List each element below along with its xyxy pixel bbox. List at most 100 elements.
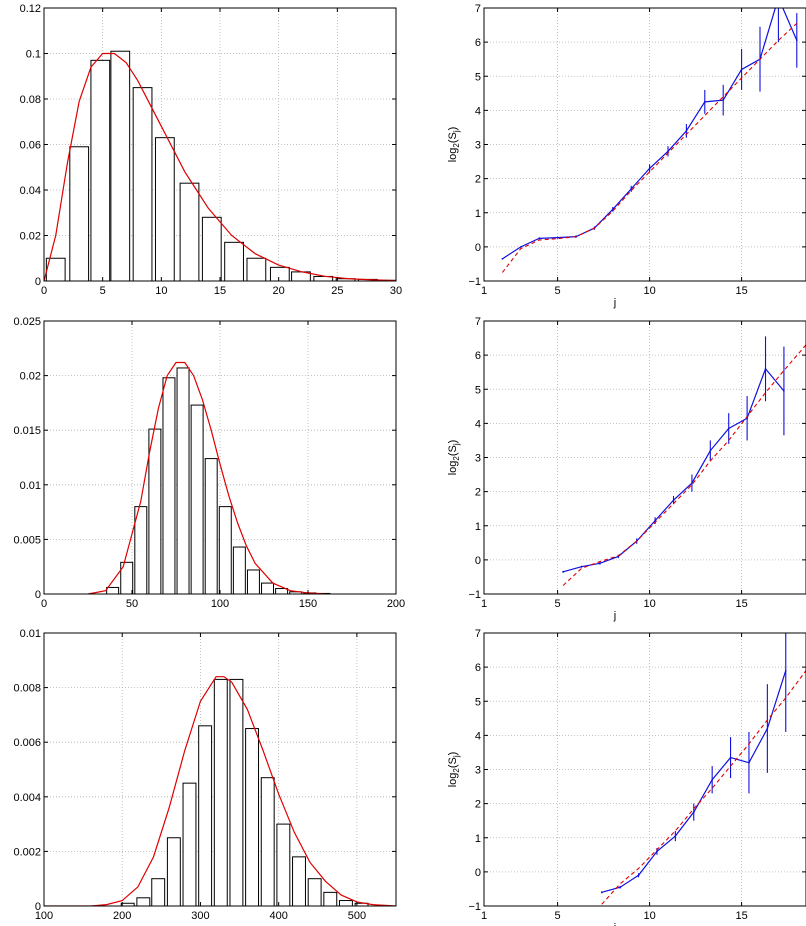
y-axis-label: log2(Sj) xyxy=(447,752,461,788)
x-tick-label: 500 xyxy=(348,910,366,922)
y-axis-label-base: log xyxy=(447,773,459,788)
histogram-bar xyxy=(204,458,218,594)
y-tick-label: 4 xyxy=(475,418,481,430)
y-tick-label: 0 xyxy=(475,867,481,879)
y-tick-label: 3 xyxy=(475,765,481,777)
x-tick-label: 15 xyxy=(214,285,226,297)
x-tick-label: 5 xyxy=(100,285,106,297)
x-tick-label: 20 xyxy=(273,285,285,297)
data-point xyxy=(520,246,522,248)
x-tick-label: 25 xyxy=(331,285,343,297)
x-tick-label: 100 xyxy=(35,910,53,922)
histogram-bar xyxy=(246,257,267,281)
y-tick-label: 0 xyxy=(35,901,41,913)
y-tick-label: 2 xyxy=(475,487,481,499)
histogram-bar xyxy=(198,725,213,906)
y-tick-label: 7 xyxy=(475,3,481,15)
panel-histogram-row3: 100 200 300 400 500 0 0.002 0.004 0.006 0.008 0.01 xyxy=(13,628,397,922)
x-tick-label: 5 xyxy=(555,598,561,610)
data-point xyxy=(796,39,798,42)
y-tick-label: 5 xyxy=(475,71,481,83)
data-point xyxy=(722,99,724,101)
y-tick-label: 7 xyxy=(475,628,481,640)
histogram-bar xyxy=(232,546,246,594)
x-tick-label: 1 xyxy=(481,285,487,297)
y-tick-label: 6 xyxy=(475,662,481,674)
x-tick-label: 300 xyxy=(191,910,209,922)
y-tick-label: 0.08 xyxy=(20,94,41,106)
data-point xyxy=(599,562,601,565)
y-tick-label: 0.025 xyxy=(13,316,41,328)
data-point xyxy=(711,778,713,781)
plot-area xyxy=(87,361,331,594)
data-point xyxy=(637,874,640,877)
panel-histogram-row1: 0 5 10 15 20 25 30 0 0.02 0.04 0.06 0.08 0.1 0.12 xyxy=(20,3,403,297)
y-tick-label: 2 xyxy=(475,174,481,186)
x-tick-label: 15 xyxy=(735,598,747,610)
y-axis-label-base: log xyxy=(447,148,459,163)
y-axis-label-open: (S xyxy=(447,132,459,143)
y-axis-label-base-sub: 2 xyxy=(452,456,461,461)
data-point xyxy=(709,449,712,452)
histogram-bar xyxy=(136,897,151,906)
x-tick-label: 200 xyxy=(113,910,131,922)
histogram-bar xyxy=(245,728,260,906)
data-point xyxy=(501,258,504,260)
x-tick-label: 1 xyxy=(481,598,487,610)
fit-curve xyxy=(87,361,326,594)
data-point xyxy=(600,891,603,894)
y-axis-label-var-sub: j xyxy=(452,755,461,758)
histogram-bar xyxy=(179,182,200,281)
y-axis-label: log2(Sj) xyxy=(447,127,461,163)
y-tick-label: 0.008 xyxy=(13,683,41,695)
data-point xyxy=(704,101,706,103)
y-axis-label-open: (S xyxy=(447,445,459,456)
histogram-bar xyxy=(307,878,322,906)
data-point xyxy=(674,835,677,837)
y-axis-label-open: (S xyxy=(447,757,459,768)
x-tick-label: 400 xyxy=(269,910,287,922)
data-point xyxy=(692,811,695,813)
histogram-bar xyxy=(110,50,131,281)
x-tick-label: 0 xyxy=(41,285,47,297)
x-tick-label: 5 xyxy=(555,910,561,922)
data-point xyxy=(691,482,693,484)
x-tick-label: 10 xyxy=(643,598,655,610)
y-tick-label: 0 xyxy=(35,276,41,288)
y-axis-label-var-sub: j xyxy=(452,130,461,133)
data-point xyxy=(556,236,559,239)
histogram-bar xyxy=(338,900,353,906)
data-point xyxy=(766,727,769,730)
y-tick-label: 7 xyxy=(475,316,481,328)
histogram-bar xyxy=(151,878,166,906)
y-axis-label-var-sub: j xyxy=(452,443,461,446)
plot-area xyxy=(44,676,396,906)
x-tick-label: 10 xyxy=(643,910,655,922)
data-point xyxy=(764,367,767,370)
histogram-bar xyxy=(269,266,290,281)
y-tick-label: 6 xyxy=(475,350,481,362)
y-axis-label-close: ) xyxy=(447,127,459,131)
histogram-bar xyxy=(182,782,197,906)
x-tick-label: 30 xyxy=(390,285,402,297)
fit-curve xyxy=(44,52,396,281)
y-tick-label: 0.06 xyxy=(20,140,41,152)
data-point xyxy=(672,499,675,501)
histogram-bar xyxy=(120,902,135,906)
x-axis-label: j xyxy=(613,922,616,926)
fit-curve xyxy=(44,676,396,906)
histogram-bar xyxy=(154,137,175,281)
histogram-bar xyxy=(134,506,148,594)
y-tick-label: 1 xyxy=(475,208,481,220)
axes-frame xyxy=(43,632,397,907)
histogram-bar xyxy=(218,506,232,594)
y-tick-label: 0.002 xyxy=(13,846,41,858)
y-tick-label: 0 xyxy=(475,242,481,254)
y-tick-label: 2 xyxy=(475,799,481,811)
histogram-bar xyxy=(260,777,275,906)
y-tick-label: 0.004 xyxy=(13,792,41,804)
y-tick-label: 0.12 xyxy=(20,3,41,15)
y-tick-label: −1 xyxy=(468,589,481,601)
